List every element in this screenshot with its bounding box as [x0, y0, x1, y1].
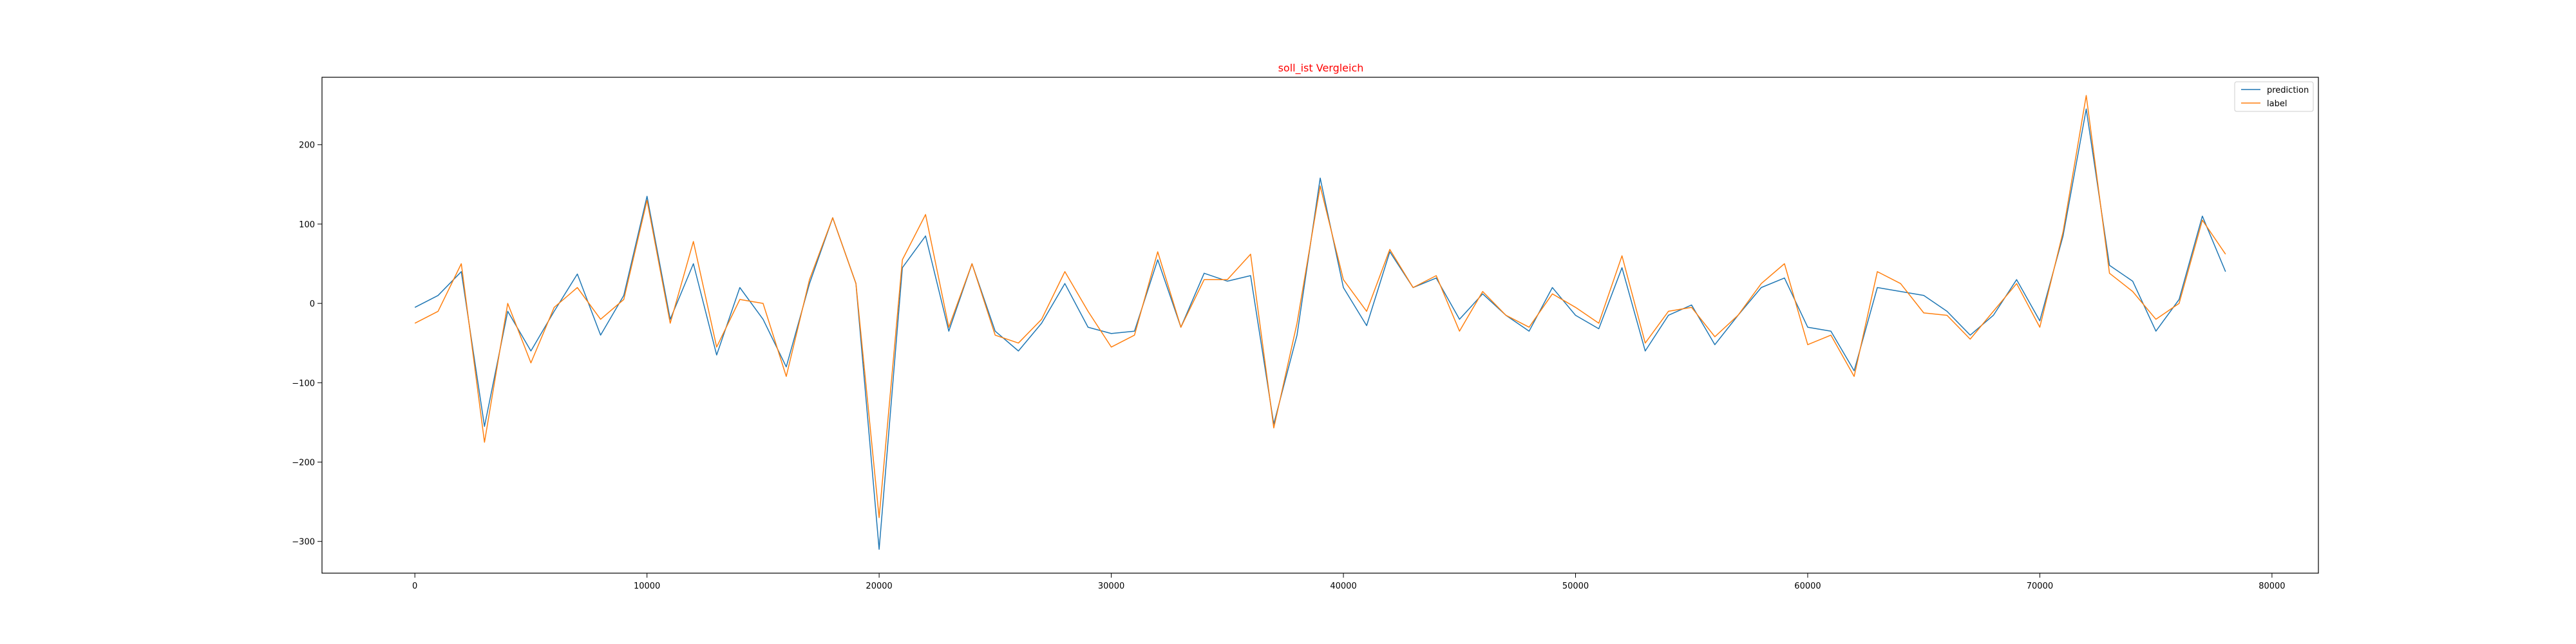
x-tick-label: 10000 — [634, 582, 660, 591]
x-tick-label: 20000 — [866, 582, 892, 591]
chart-title: soll_ist Vergleich — [1278, 62, 1364, 75]
x-tick-label: 60000 — [1794, 582, 1821, 591]
plot-frame — [321, 77, 2319, 574]
series-line-label — [414, 95, 2226, 518]
x-tick-label: 80000 — [2259, 582, 2285, 591]
x-axis: 0 10000 20000 30000 40000 50000 60000 70000 8000… — [412, 573, 2286, 591]
y-tick-label: 200 — [299, 141, 315, 151]
y-tick-label: 100 — [299, 220, 315, 230]
y-axis: −300 −200 −100 0 100 200 — [292, 141, 322, 547]
legend-label-prediction: prediction — [2267, 86, 2309, 95]
y-tick-label: −200 — [292, 459, 315, 468]
series-layer — [414, 95, 2226, 550]
y-tick-label: 0 — [310, 299, 315, 309]
x-tick-label: 50000 — [1562, 582, 1589, 591]
x-tick-label: 30000 — [1098, 582, 1124, 591]
x-tick-label: 40000 — [1330, 582, 1356, 591]
series-line-prediction — [414, 108, 2226, 550]
y-tick-label: −300 — [292, 538, 315, 547]
legend-label-label: label — [2267, 99, 2287, 109]
y-tick-label: −100 — [292, 379, 315, 388]
legend: prediction label — [2234, 81, 2314, 112]
x-tick-label: 70000 — [2027, 582, 2053, 591]
x-tick-label: 0 — [412, 582, 417, 591]
